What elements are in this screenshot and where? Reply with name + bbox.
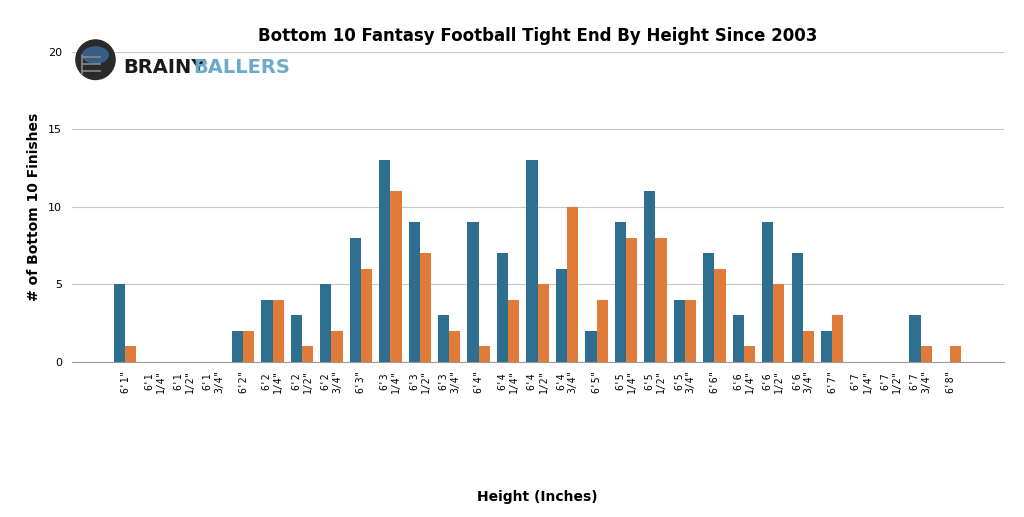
Bar — [468, 222, 478, 362]
Bar — [732, 315, 743, 362]
X-axis label: Height (Inches): Height (Inches) — [477, 490, 598, 504]
Bar — [921, 346, 932, 362]
Bar — [261, 300, 272, 362]
Bar — [821, 331, 833, 362]
Bar — [715, 269, 726, 362]
Bar — [291, 315, 302, 362]
Bar — [497, 253, 508, 362]
Title: Bottom 10 Fantasy Football Tight End By Height Since 2003: Bottom 10 Fantasy Football Tight End By … — [258, 26, 817, 44]
Bar — [556, 269, 567, 362]
Bar — [420, 253, 431, 362]
Bar — [438, 315, 450, 362]
Bar — [450, 331, 461, 362]
Bar — [538, 284, 549, 362]
Bar — [743, 346, 755, 362]
Bar — [655, 238, 667, 362]
Bar — [360, 269, 372, 362]
Bar — [332, 331, 343, 362]
Bar — [762, 222, 773, 362]
Bar — [614, 222, 626, 362]
Bar — [272, 300, 284, 362]
Bar — [409, 222, 420, 362]
Bar — [703, 253, 715, 362]
Bar — [950, 346, 962, 362]
Bar — [674, 300, 685, 362]
Bar — [792, 253, 803, 362]
Bar — [302, 346, 313, 362]
Text: BALLERS: BALLERS — [193, 58, 290, 77]
Bar — [114, 284, 125, 362]
Bar — [379, 160, 390, 362]
Bar — [478, 346, 489, 362]
Y-axis label: # of Bottom 10 Finishes: # of Bottom 10 Finishes — [27, 113, 41, 301]
Bar — [349, 238, 360, 362]
Ellipse shape — [83, 47, 109, 63]
Ellipse shape — [76, 40, 115, 80]
Bar — [597, 300, 607, 362]
Bar — [390, 191, 401, 362]
Bar — [321, 284, 332, 362]
Bar — [833, 315, 844, 362]
Bar — [909, 315, 921, 362]
Bar — [508, 300, 519, 362]
Bar — [243, 331, 254, 362]
Bar — [125, 346, 136, 362]
Bar — [526, 160, 538, 362]
Bar — [644, 191, 655, 362]
Text: BRAINY: BRAINY — [123, 58, 205, 77]
Bar — [773, 284, 784, 362]
Bar — [567, 207, 579, 362]
Bar — [231, 331, 243, 362]
Bar — [586, 331, 597, 362]
Bar — [685, 300, 696, 362]
Bar — [626, 238, 637, 362]
Bar — [803, 331, 814, 362]
